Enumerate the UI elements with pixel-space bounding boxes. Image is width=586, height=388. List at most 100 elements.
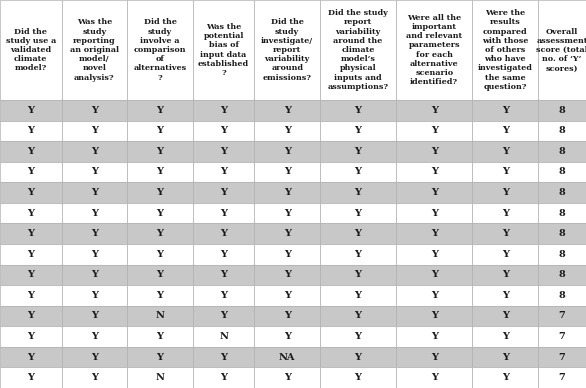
Text: Y: Y [502,147,509,156]
Bar [127,347,193,367]
Bar [538,0,586,100]
Bar [254,367,320,388]
Text: Y: Y [284,209,291,218]
Bar [127,306,193,326]
Bar [320,0,396,100]
Text: Y: Y [431,106,438,115]
Bar [193,326,254,347]
Text: Y: Y [28,270,34,279]
Text: Y: Y [355,188,362,197]
Bar [538,326,586,347]
Text: Y: Y [28,168,34,177]
Text: 8: 8 [558,229,565,238]
Bar [0,306,62,326]
Text: 7: 7 [558,353,565,362]
Text: Did the
study
investigate/
report
variability
around
emissions?: Did the study investigate/ report variab… [261,18,313,81]
Text: Y: Y [156,291,163,300]
Bar [0,182,62,203]
Bar [127,141,193,162]
Bar [254,100,320,121]
Text: Y: Y [91,106,98,115]
Text: Y: Y [284,168,291,177]
Bar [62,100,127,121]
Text: 8: 8 [558,250,565,259]
Bar [396,223,472,244]
Text: Y: Y [355,373,362,382]
Text: Y: Y [28,312,34,320]
Bar [320,265,396,285]
Bar [193,182,254,203]
Text: Y: Y [284,126,291,135]
Text: Y: Y [91,270,98,279]
Bar [0,0,62,100]
Bar [127,223,193,244]
Text: Y: Y [355,250,362,259]
Text: N: N [155,373,165,382]
Bar [396,367,472,388]
Text: Y: Y [156,168,163,177]
Bar [396,306,472,326]
Bar [127,326,193,347]
Bar [472,100,538,121]
Text: Y: Y [431,250,438,259]
Text: Y: Y [220,229,227,238]
Bar [0,347,62,367]
Bar [396,285,472,306]
Bar [538,223,586,244]
Text: Y: Y [284,312,291,320]
Bar [538,141,586,162]
Text: Y: Y [355,209,362,218]
Bar [254,141,320,162]
Text: Y: Y [284,147,291,156]
Bar [472,347,538,367]
Text: Y: Y [431,229,438,238]
Bar [127,0,193,100]
Text: Y: Y [284,332,291,341]
Bar [472,326,538,347]
Text: Y: Y [156,270,163,279]
Text: 8: 8 [558,291,565,300]
Text: 8: 8 [558,188,565,197]
Bar [127,203,193,223]
Text: 8: 8 [558,126,565,135]
Text: 8: 8 [558,147,565,156]
Text: Y: Y [91,312,98,320]
Text: Y: Y [502,332,509,341]
Text: Y: Y [91,353,98,362]
Text: Y: Y [91,332,98,341]
Bar [538,347,586,367]
Text: Y: Y [502,126,509,135]
Bar [193,244,254,265]
Text: Y: Y [156,332,163,341]
Text: Y: Y [431,147,438,156]
Bar [320,367,396,388]
Text: Y: Y [502,312,509,320]
Bar [127,285,193,306]
Text: Y: Y [431,373,438,382]
Bar [193,265,254,285]
Text: Were all the
important
and relevant
parameters
for each
alternative
scenario
ide: Were all the important and relevant para… [406,14,462,86]
Text: Y: Y [431,270,438,279]
Bar [127,121,193,141]
Bar [62,244,127,265]
Text: Y: Y [156,147,163,156]
Bar [0,203,62,223]
Bar [193,121,254,141]
Text: Did the study
report
variability
around the
climate
model’s
physical
inputs and
: Did the study report variability around … [328,9,389,91]
Bar [127,182,193,203]
Text: Y: Y [28,332,34,341]
Text: Y: Y [28,106,34,115]
Text: Y: Y [431,188,438,197]
Bar [193,162,254,182]
Text: Y: Y [284,250,291,259]
Bar [254,244,320,265]
Text: Y: Y [91,229,98,238]
Text: Y: Y [28,373,34,382]
Bar [127,162,193,182]
Bar [320,182,396,203]
Bar [254,265,320,285]
Bar [254,285,320,306]
Bar [193,0,254,100]
Text: 8: 8 [558,106,565,115]
Text: Y: Y [220,106,227,115]
